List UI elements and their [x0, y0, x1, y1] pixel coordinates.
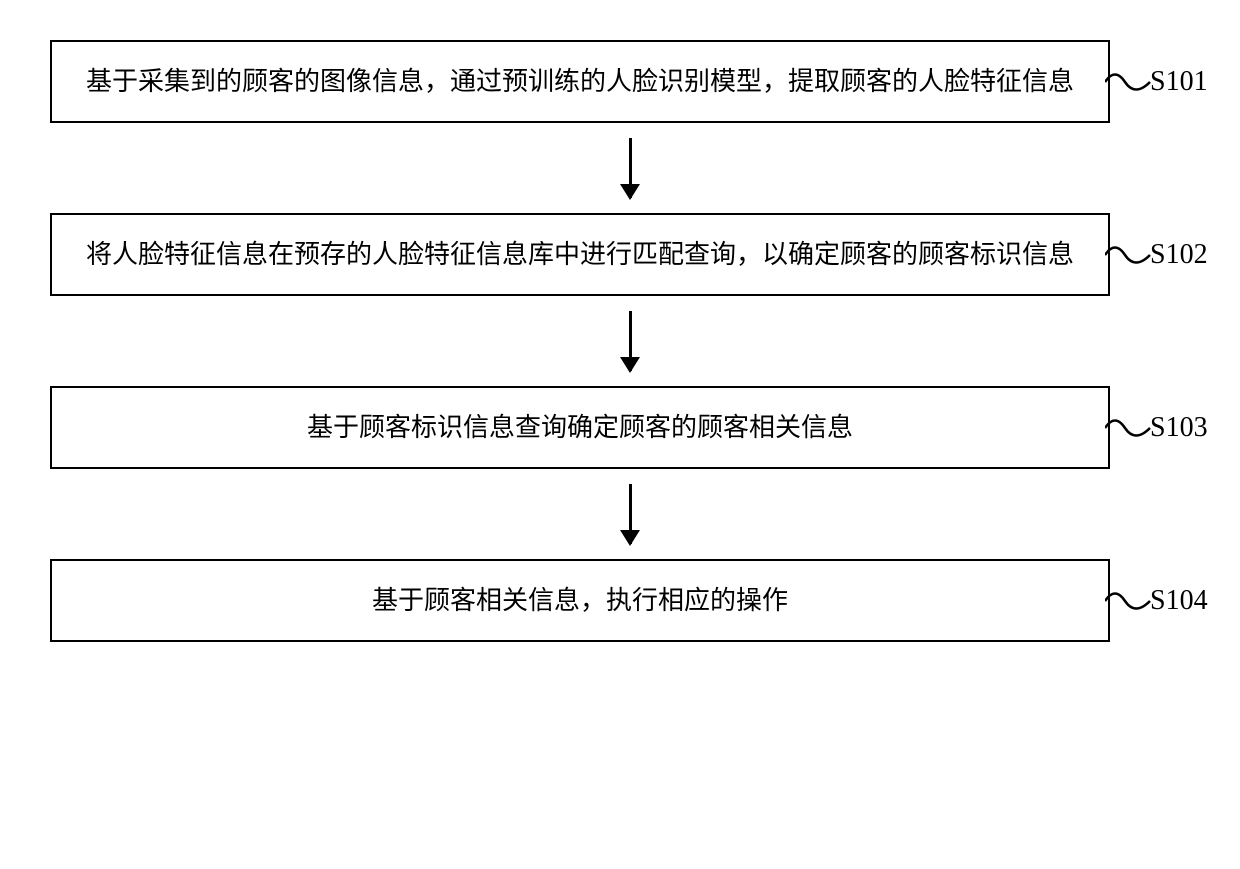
step-box-1: 基于采集到的顾客的图像信息，通过预训练的人脸识别模型，提取顾客的人脸特征信息 — [50, 40, 1110, 123]
step-box-4: 基于顾客相关信息，执行相应的操作 — [50, 559, 1110, 642]
label-area-4: S104 — [1110, 585, 1210, 617]
step-box-3: 基于顾客标识信息查询确定顾客的顾客相关信息 — [50, 386, 1110, 469]
step-row-1: 基于采集到的顾客的图像信息，通过预训练的人脸识别模型，提取顾客的人脸特征信息 S… — [30, 40, 1210, 123]
step-text: 基于顾客标识信息查询确定顾客的顾客相关信息 — [307, 413, 853, 442]
step-text: 基于顾客相关信息，执行相应的操作 — [372, 586, 788, 615]
squiggle-connector-icon — [1105, 581, 1155, 621]
arrow-container-3 — [100, 469, 1160, 559]
arrow-down-icon — [629, 311, 632, 371]
step-row-2: 将人脸特征信息在预存的人脸特征信息库中进行匹配查询，以确定顾客的顾客标识信息 S… — [30, 213, 1210, 296]
step-label: S104 — [1150, 585, 1208, 617]
step-text: 将人脸特征信息在预存的人脸特征信息库中进行匹配查询，以确定顾客的顾客标识信息 — [86, 240, 1074, 269]
arrow-container-1 — [100, 123, 1160, 213]
step-row-3: 基于顾客标识信息查询确定顾客的顾客相关信息 S103 — [30, 386, 1210, 469]
step-label: S102 — [1150, 239, 1208, 271]
arrow-down-icon — [629, 138, 632, 198]
step-text: 基于采集到的顾客的图像信息，通过预训练的人脸识别模型，提取顾客的人脸特征信息 — [86, 67, 1074, 96]
flowchart-container: 基于采集到的顾客的图像信息，通过预训练的人脸识别模型，提取顾客的人脸特征信息 S… — [30, 40, 1210, 642]
squiggle-connector-icon — [1105, 408, 1155, 448]
step-row-4: 基于顾客相关信息，执行相应的操作 S104 — [30, 559, 1210, 642]
label-area-1: S101 — [1110, 66, 1210, 98]
arrow-down-icon — [629, 484, 632, 544]
step-box-2: 将人脸特征信息在预存的人脸特征信息库中进行匹配查询，以确定顾客的顾客标识信息 — [50, 213, 1110, 296]
step-label: S101 — [1150, 66, 1208, 98]
squiggle-connector-icon — [1105, 62, 1155, 102]
label-area-3: S103 — [1110, 412, 1210, 444]
label-area-2: S102 — [1110, 239, 1210, 271]
step-label: S103 — [1150, 412, 1208, 444]
arrow-container-2 — [100, 296, 1160, 386]
squiggle-connector-icon — [1105, 235, 1155, 275]
